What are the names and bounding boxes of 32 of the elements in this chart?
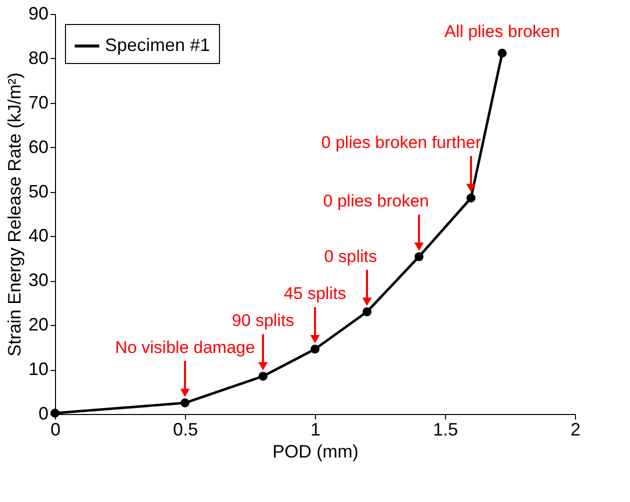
y-tick-label: 10 xyxy=(28,359,48,380)
y-tick-label: 40 xyxy=(28,226,48,246)
x-tick-label: 0.5 xyxy=(172,420,198,440)
y-tick-label: 60 xyxy=(28,136,48,157)
point xyxy=(466,194,476,202)
y-tick-label: 30 xyxy=(28,270,48,290)
y-tick-label: 70 xyxy=(28,92,48,112)
annotation: 0 plies broken further xyxy=(321,133,482,152)
annotation: All plies broken xyxy=(444,22,560,42)
point xyxy=(310,344,320,354)
point xyxy=(414,252,424,262)
y-tick-label: 20 xyxy=(28,314,48,335)
legend-label: Specimen #1 xyxy=(105,35,210,55)
point xyxy=(258,372,268,381)
y-tick-label: 50 xyxy=(28,181,48,202)
annotation: No visible damage xyxy=(115,338,255,357)
annotation: 0 splits xyxy=(324,246,377,266)
x-axis-title: POD (mm) xyxy=(272,442,358,462)
annotation: 0 plies broken xyxy=(323,192,429,211)
y-axis-title: Strain Energy Release Rate (kJ/m²) xyxy=(4,72,24,357)
point xyxy=(498,48,507,58)
y-tick-label: 90 xyxy=(28,4,48,24)
x-tick-label: 1 xyxy=(310,420,321,440)
annotation: 45 splits xyxy=(284,284,346,304)
x-tick-label: 0 xyxy=(50,420,61,440)
annotation: 90 splits xyxy=(232,311,294,330)
x-tick-label: 2 xyxy=(570,420,581,440)
x-tick-label: 1.5 xyxy=(432,420,458,440)
point xyxy=(180,398,190,408)
point xyxy=(362,307,372,316)
y-tick-label: 80 xyxy=(28,48,48,68)
y-tick-label: 0 xyxy=(38,404,48,424)
